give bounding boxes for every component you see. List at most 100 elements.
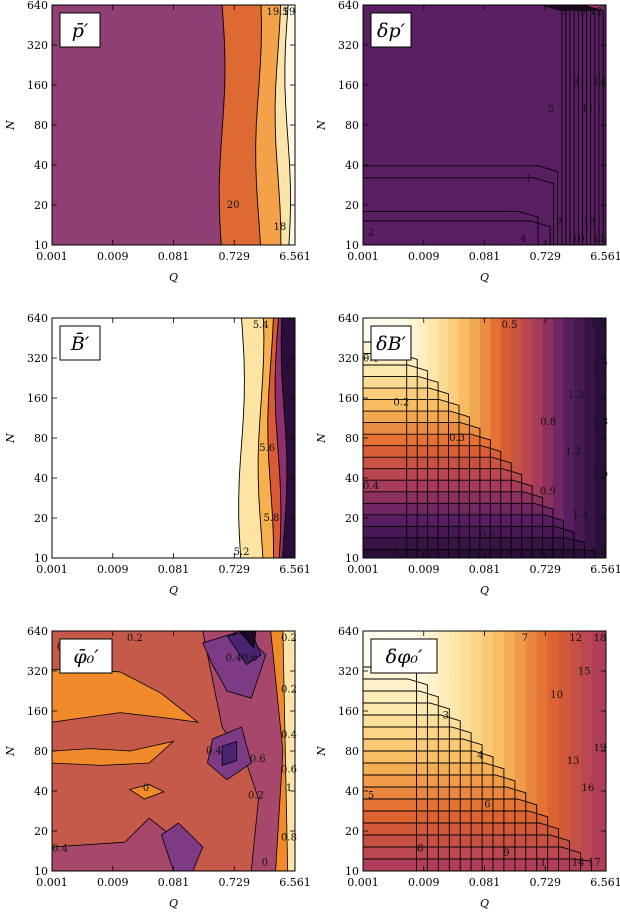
panel-title: p̄′ — [72, 20, 89, 42]
y-tick-label: 80 — [34, 745, 48, 758]
contour-line — [363, 846, 581, 871]
y-axis-label: N — [315, 120, 328, 131]
contour-value-label: 4 — [520, 234, 526, 245]
x-tick-label: 0.729 — [530, 250, 562, 263]
y-tick-label: 20 — [34, 512, 48, 525]
contour-value-label: 0.2 — [393, 398, 409, 409]
panel-title: δB′ — [376, 333, 406, 355]
contour-band — [52, 5, 225, 245]
contour-value-label: 10 — [572, 234, 585, 245]
contour-line — [363, 834, 570, 871]
x-tick-label: 0.001 — [36, 563, 68, 576]
contour-band — [281, 318, 295, 558]
y-tick-label: 40 — [34, 159, 48, 172]
x-axis-label: Q — [169, 271, 178, 284]
y-tick-label: 320 — [27, 39, 48, 52]
x-tick-label: 0.081 — [158, 876, 190, 889]
y-tick-label: 160 — [338, 705, 359, 718]
panel-title: δφ₀′ — [386, 646, 423, 668]
x-tick-label: 0.001 — [36, 250, 68, 263]
contour-line — [363, 678, 428, 871]
contour-value-label: 11 — [581, 104, 594, 115]
contour-value-label: 1.7 — [592, 362, 608, 373]
contour-value-label: 6 — [286, 362, 292, 373]
y-tick-label: 40 — [34, 785, 48, 798]
y-tick-label: 80 — [34, 432, 48, 445]
contour-value-label: 8 — [417, 844, 423, 855]
contour-band — [275, 318, 287, 558]
contour-value-label: 1.4 — [572, 510, 588, 521]
contour-value-label: 0.3 — [449, 433, 465, 444]
contour-value-label: 6 — [560, 7, 566, 18]
contour-line — [363, 5, 563, 245]
contour-value-label: 3 — [443, 711, 449, 722]
contour-value-label: 0.6 — [479, 531, 495, 542]
contour-value-label: 19 — [283, 7, 296, 18]
y-tick-label: 640 — [27, 625, 48, 638]
contour-value-label: 0.8 — [540, 417, 556, 428]
contour-line — [363, 690, 439, 871]
y-tick-label: 10 — [345, 239, 359, 252]
x-tick-label: 0.081 — [158, 250, 190, 263]
contour-band — [221, 740, 238, 766]
plot-area — [363, 5, 606, 245]
y-tick-label: 10 — [345, 552, 359, 565]
title-badge — [59, 638, 113, 674]
contour-value-label: 7 — [522, 633, 528, 644]
x-tick-label: 0.001 — [347, 563, 379, 576]
y-tick-label: 320 — [338, 352, 359, 365]
contour-line — [363, 798, 538, 871]
y-tick-label: 40 — [34, 472, 48, 485]
contour-band — [363, 318, 606, 558]
contour-line — [363, 445, 502, 558]
x-tick-label: 6.561 — [590, 876, 620, 889]
contour-band — [267, 318, 281, 558]
x-axis-label: Q — [480, 584, 489, 597]
contour-line — [363, 502, 554, 558]
plot-area — [52, 318, 295, 558]
y-axis-label: N — [315, 433, 328, 444]
contour-value-label: 0.2 — [281, 633, 297, 644]
y-tick-label: 640 — [338, 625, 359, 638]
contour-line — [363, 468, 523, 558]
y-tick-label: 320 — [338, 665, 359, 678]
plot-area — [363, 318, 606, 558]
contour-line — [363, 714, 461, 871]
contour-value-label: 1.6 — [591, 547, 607, 558]
contour-line — [363, 433, 491, 558]
contour-band — [52, 740, 175, 766]
contour-band — [202, 631, 295, 871]
x-tick-label: 0.009 — [408, 250, 440, 263]
x-tick-label: 0.729 — [530, 563, 562, 576]
y-tick-label: 10 — [34, 239, 48, 252]
x-axis-label: Q — [480, 271, 489, 284]
contour-line — [274, 318, 282, 558]
contour-line — [363, 220, 551, 245]
contour-line — [363, 5, 571, 245]
contour-value-label: 0.4 — [52, 844, 68, 855]
y-tick-label: 160 — [27, 79, 48, 92]
contour-value-label: 0.4 — [363, 481, 379, 492]
contour-line — [363, 810, 549, 871]
chart-panel: 0.001 0.009 0.081 0.729 6.561 10 20 40 80 160 320 6… — [315, 0, 620, 284]
contour-band — [363, 5, 606, 245]
chart-panel: 0.001 0.009 0.081 0.729 6.561 10 20 40 80 160 320 6… — [4, 0, 311, 284]
y-axis-label: N — [315, 746, 328, 757]
contour-value-label: 0.4 — [206, 746, 222, 757]
y-tick-label: 40 — [345, 785, 359, 798]
chart-panel: 0.001 0.009 0.081 0.729 6.561 10 20 40 80 160 320 6… — [315, 312, 620, 597]
x-axis-label: Q — [480, 897, 489, 910]
contour-line — [363, 548, 596, 558]
y-axis-label: N — [4, 746, 17, 757]
contour-value-label: 6 — [484, 800, 490, 811]
x-tick-label: 0.729 — [219, 250, 251, 263]
contour-value-label: 0.2 — [127, 633, 143, 644]
contour-value-label: 1.5 — [591, 320, 607, 331]
contour-value-label: 5 — [548, 104, 554, 115]
x-tick-label: 0.729 — [219, 876, 251, 889]
plot-area — [363, 631, 606, 871]
panel-title: φ̄₀′ — [73, 646, 99, 668]
x-tick-label: 0.009 — [97, 563, 129, 576]
contour-value-label: 18 — [594, 633, 607, 644]
contour-value-label: 1.2 — [565, 447, 581, 458]
